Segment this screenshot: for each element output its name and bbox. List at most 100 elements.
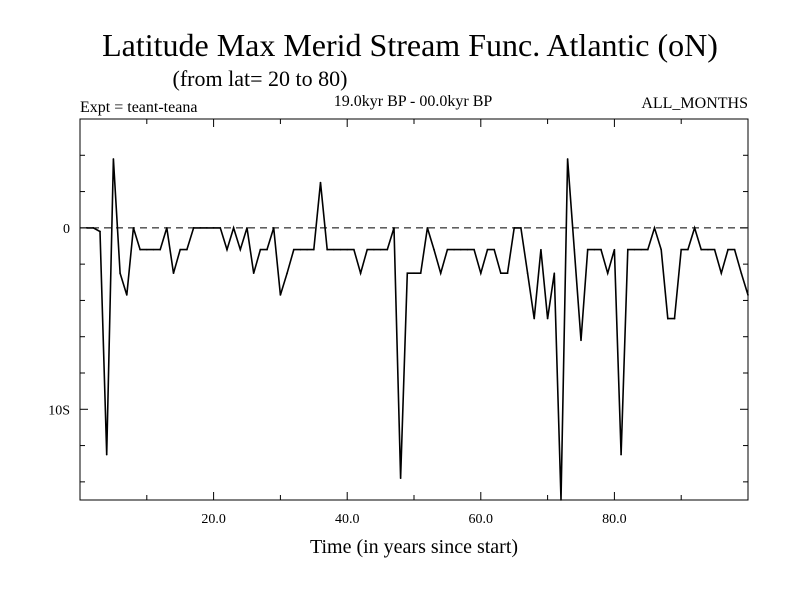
data-point: [459, 248, 462, 251]
data-point: [212, 227, 215, 229]
y-tick-label: 0: [63, 222, 70, 237]
data-point: [720, 272, 723, 275]
data-point: [259, 248, 262, 251]
data-point: [146, 248, 148, 251]
data-point: [272, 227, 275, 229]
data-point: [159, 248, 161, 251]
data-point: [379, 248, 382, 251]
data-point: [486, 248, 489, 251]
x-axis-label: Time (in years since start): [310, 536, 518, 558]
data-point: [393, 227, 395, 229]
data-point: [740, 272, 743, 275]
x-tick-label: 80.0: [602, 512, 627, 527]
data-point: [326, 248, 328, 251]
data-point: [500, 272, 502, 275]
data-point: [292, 248, 295, 251]
data-point: [733, 248, 736, 251]
data-point: [560, 499, 562, 501]
data-point: [192, 227, 195, 229]
data-point: [226, 248, 228, 251]
data-point: [586, 248, 589, 251]
data-point: [232, 227, 235, 229]
data-point: [125, 294, 128, 296]
data-point: [526, 272, 529, 275]
data-point: [306, 248, 308, 251]
data-point: [186, 248, 188, 251]
x-tick-label: 40.0: [335, 512, 360, 527]
right-header: ALL_MONTHS: [641, 95, 748, 112]
data-point: [179, 248, 181, 251]
data-point: [353, 248, 355, 251]
data-point: [386, 248, 389, 251]
data-point: [513, 227, 515, 229]
series-layer: [85, 158, 749, 501]
data-point: [199, 227, 202, 229]
left-header: Expt = teant-teana: [80, 99, 197, 116]
data-point: [540, 248, 542, 251]
data-point: [239, 248, 242, 251]
data-point: [673, 317, 676, 320]
data-point: [346, 248, 349, 251]
data-point: [580, 339, 582, 342]
data-point: [593, 248, 596, 251]
data-point: [132, 227, 135, 229]
data-point: [252, 272, 255, 275]
data-point: [707, 248, 709, 251]
data-point: [439, 272, 442, 275]
data-point: [246, 227, 248, 229]
data-point: [553, 272, 556, 275]
data-point: [573, 248, 576, 251]
data-point: [453, 248, 455, 251]
data-point: [473, 248, 475, 251]
data-point: [266, 248, 268, 251]
plot-frame: [79, 118, 749, 501]
data-point: [139, 248, 141, 251]
data-point: [92, 227, 95, 229]
data-point: [446, 248, 449, 251]
data-point: [119, 272, 121, 275]
data-point: [333, 248, 335, 251]
data-point: [373, 248, 375, 251]
data-point: [99, 230, 101, 233]
data-point: [493, 248, 495, 251]
data-point: [152, 248, 155, 251]
data-point: [85, 227, 88, 229]
data-point: [620, 453, 622, 456]
data-point: [466, 248, 469, 251]
data-point: [506, 272, 509, 275]
data-point: [546, 317, 549, 320]
chart-title: Latitude Max Merid Stream Func. Atlantic…: [102, 27, 718, 63]
ticks-layer: [80, 118, 748, 500]
data-point: [613, 248, 616, 251]
tick-labels-layer: 20.0 40.0 60.0 80.0 0 10S: [48, 222, 626, 527]
data-point: [172, 272, 175, 275]
data-point: [166, 227, 168, 229]
data-point: [600, 248, 602, 251]
data-point: [727, 248, 729, 251]
data-point: [313, 248, 315, 251]
series-line: [86, 158, 749, 501]
data-point: [299, 248, 302, 251]
data-point: [747, 294, 749, 296]
data-point: [105, 453, 108, 456]
data-point: [653, 227, 656, 229]
data-point: [319, 181, 322, 184]
data-point: [693, 227, 696, 229]
data-point: [700, 248, 703, 251]
data-point: [633, 248, 636, 251]
data-point: [339, 248, 342, 251]
data-point: [687, 248, 689, 251]
data-point: [713, 248, 716, 251]
x-tick-label: 60.0: [469, 512, 494, 527]
data-point: [680, 248, 682, 251]
data-point: [433, 248, 435, 251]
data-point: [279, 294, 282, 296]
data-point: [660, 248, 662, 251]
y-tick-label: 10S: [48, 403, 70, 418]
data-point: [640, 248, 642, 251]
data-point: [667, 317, 669, 320]
data-point: [533, 317, 536, 320]
data-point: [286, 272, 288, 275]
